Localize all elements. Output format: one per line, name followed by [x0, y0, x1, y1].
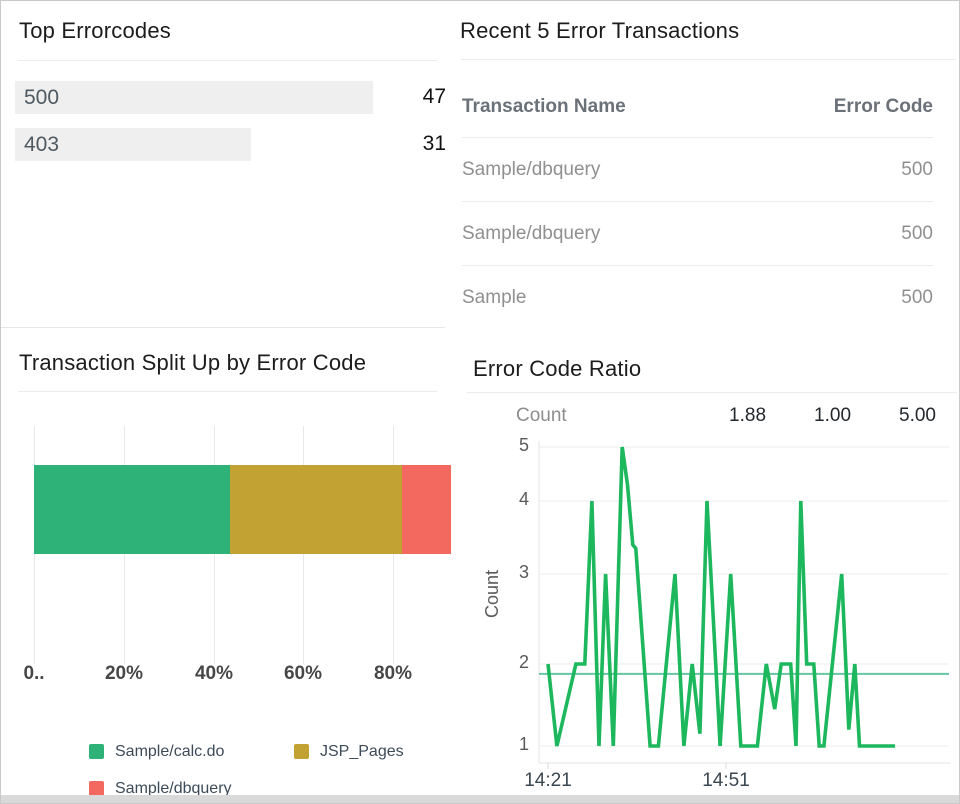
errorcode-count: 47 — [422, 85, 446, 108]
legend-item[interactable]: Sample/calc.do — [89, 733, 294, 770]
transaction-name: Sample/dbquery — [462, 159, 601, 180]
legend-swatch — [89, 744, 104, 759]
error-code: 500 — [901, 287, 933, 308]
divider — [18, 391, 437, 392]
legend-item[interactable]: JSP_Pages — [294, 733, 451, 770]
stat-min: 1.00 — [814, 405, 852, 426]
table-row[interactable]: Sample/dbquery 500 — [462, 202, 933, 266]
y-tick-label: 4 — [518, 489, 529, 509]
transaction-name: Sample/dbquery — [462, 223, 601, 244]
divider — [461, 59, 956, 60]
errorcode-label: 403 — [24, 132, 60, 156]
bar-segment[interactable] — [34, 465, 230, 554]
legend-item[interactable]: Sample/dbquery — [89, 770, 294, 797]
error-code: 500 — [901, 223, 933, 244]
error-code: 500 — [901, 159, 933, 180]
panel-title-recent-transactions: Recent 5 Error Transactions — [460, 18, 740, 43]
errorcode-count: 31 — [422, 132, 446, 155]
errorcode-row[interactable]: 500 47 — [15, 81, 446, 114]
chart-legend: Sample/calc.do JSP_Pages Sample/dbquery — [89, 733, 451, 797]
divider — [18, 60, 437, 61]
y-tick-label: 5 — [518, 435, 529, 455]
panel-top-errorcodes: Top Errorcodes 500 47 403 31 — [1, 1, 446, 328]
transactions-table: Transaction Name Error Code Sample/dbque… — [462, 60, 933, 329]
table-row[interactable]: Sample/dbquery 500 — [462, 138, 933, 202]
x-tick-label: 0.. — [23, 663, 45, 684]
x-tick-label: 14:21 — [524, 770, 572, 791]
x-tick-label: 80% — [373, 663, 413, 684]
errorcode-bar[interactable]: 500 — [15, 81, 373, 114]
transaction-name: Sample — [462, 287, 527, 308]
panel-recent-error-transactions: Recent 5 Error Transactions Transaction … — [459, 1, 959, 331]
table-header-row: Transaction Name Error Code — [462, 60, 933, 138]
legend-label: Sample/dbquery — [115, 779, 232, 797]
bar-segment[interactable] — [402, 465, 451, 554]
panel-title-top-errorcodes: Top Errorcodes — [19, 18, 171, 43]
x-tick-label: 40% — [194, 663, 234, 684]
errorcode-bar[interactable]: 403 — [15, 128, 251, 161]
series-name-label: Count — [516, 405, 567, 426]
panel-title-error-code-ratio: Error Code Ratio — [473, 356, 642, 381]
divider — [467, 392, 957, 393]
x-tick-label: 14:51 — [702, 770, 750, 791]
panel-title-transaction-split: Transaction Split Up by Error Code — [19, 350, 367, 375]
errorcode-row[interactable]: 403 31 — [15, 128, 446, 161]
line-chart — [538, 441, 951, 769]
count-series-line — [546, 446, 896, 748]
legend-swatch — [89, 781, 104, 796]
x-tick-label: 60% — [283, 663, 323, 684]
legend-label: JSP_Pages — [320, 742, 404, 760]
column-header-error-code: Error Code — [833, 96, 933, 117]
x-tick-label: 20% — [104, 663, 144, 684]
errorcode-label: 500 — [24, 85, 60, 109]
legend-label: Sample/calc.do — [115, 742, 225, 760]
table-row[interactable]: Sample 500 — [462, 266, 933, 329]
stat-max: 5.00 — [899, 405, 936, 426]
panel-error-code-ratio: Error Code Ratio Count 1.88 1.00 5.00 Co… — [461, 341, 959, 797]
panel-transaction-split: Transaction Split Up by Error Code 0.. 20… — [1, 329, 451, 797]
bar-segment[interactable] — [229, 465, 403, 554]
y-tick-label: 3 — [518, 562, 529, 582]
y-tick-label: 2 — [518, 652, 529, 672]
bottom-border-strip — [1, 795, 959, 803]
stacked-bar — [34, 465, 451, 554]
series-stats: 1.88 1.00 5.00 — [729, 405, 936, 427]
stat-average: 1.88 — [729, 405, 767, 426]
legend-swatch — [294, 744, 309, 759]
y-tick-label: 1 — [518, 734, 529, 754]
column-header-transaction-name: Transaction Name — [462, 96, 626, 117]
